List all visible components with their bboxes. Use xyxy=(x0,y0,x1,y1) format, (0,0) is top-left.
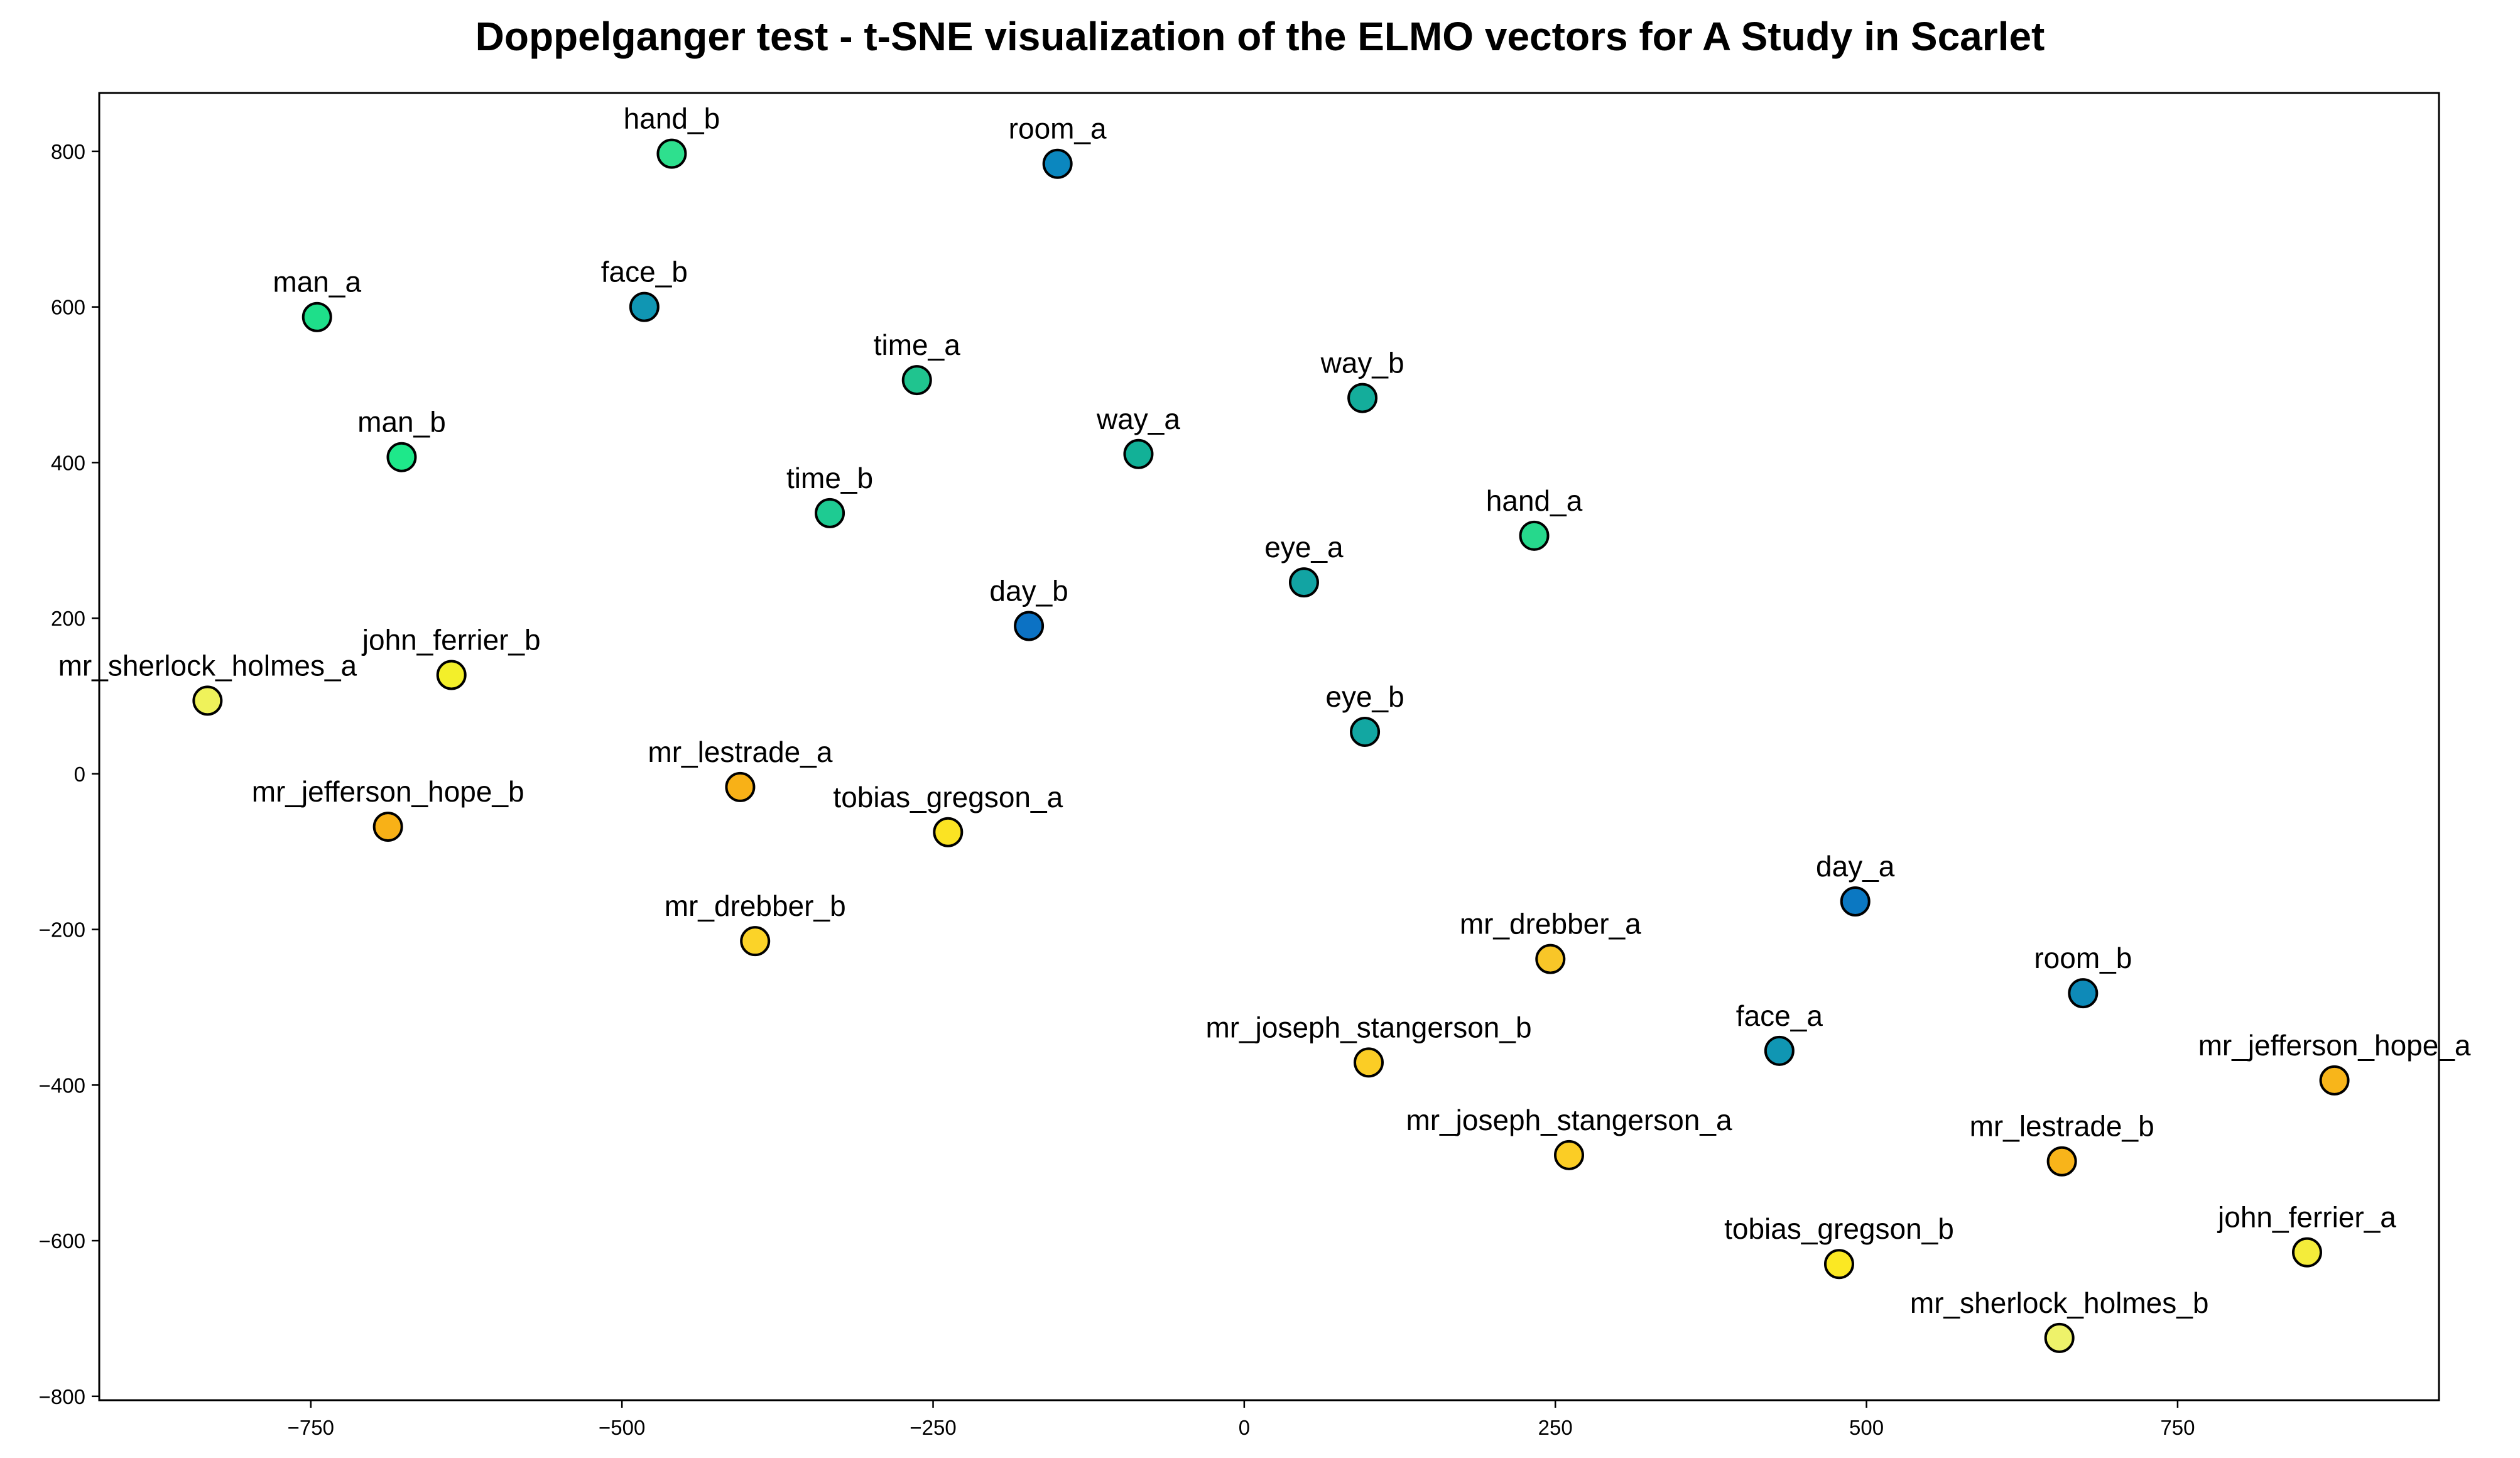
x-tick-label: −500 xyxy=(599,1416,645,1439)
point-label: man_a xyxy=(273,266,361,298)
plot-area xyxy=(98,92,2440,1401)
data-point xyxy=(2291,1237,2322,1268)
point-labels: hand_b room_a man_a face_b time_a way_b man_b w… xyxy=(58,102,2471,1319)
y-tick-label: 0 xyxy=(74,763,85,786)
point-label: mr_lestrade_a xyxy=(648,736,832,768)
data-point xyxy=(1823,1249,1854,1280)
point-label: eye_b xyxy=(1325,680,1404,713)
point-label: face_a xyxy=(1736,999,1823,1032)
x-tick-label: 250 xyxy=(1538,1416,1573,1439)
point-label: day_b xyxy=(989,575,1068,607)
point-label: time_a xyxy=(874,329,960,361)
data-point xyxy=(372,812,403,842)
point-label: face_b xyxy=(601,256,688,288)
point-label: mr_drebber_b xyxy=(665,889,846,922)
point-label: hand_a xyxy=(1486,484,1583,517)
point-label: mr_lestrade_b xyxy=(1970,1110,2154,1143)
data-point xyxy=(1042,148,1073,179)
data-point xyxy=(1354,1047,1384,1078)
data-point xyxy=(815,498,845,528)
data-point xyxy=(629,291,660,322)
point-label: eye_a xyxy=(1264,531,1344,563)
x-tick-label: 750 xyxy=(2160,1416,2195,1439)
y-tick-label: 200 xyxy=(51,607,85,630)
point-label: tobias_gregson_b xyxy=(1724,1212,1954,1245)
point-label: way_b xyxy=(1320,347,1404,379)
data-point xyxy=(1840,886,1871,917)
y-axis: −800 −600 −400 −200 0 200 400 600 800 xyxy=(39,140,99,1408)
data-point xyxy=(192,685,223,716)
point-label: mr_sherlock_holmes_b xyxy=(1910,1287,2209,1319)
point-label: way_a xyxy=(1096,403,1180,435)
data-point xyxy=(386,442,417,472)
data-point xyxy=(740,926,771,957)
point-label: time_b xyxy=(786,462,873,494)
y-tick-label: −800 xyxy=(39,1385,85,1408)
data-point xyxy=(1288,567,1319,598)
point-label: mr_jefferson_hope_a xyxy=(2198,1029,2471,1062)
point-label: mr_drebber_a xyxy=(1460,908,1641,940)
data-point xyxy=(656,138,687,169)
data-point xyxy=(2044,1322,2075,1353)
data-points xyxy=(192,138,2350,1353)
data-point xyxy=(2068,978,2099,1009)
data-point xyxy=(1347,383,1378,413)
point-label: mr_sherlock_holmes_a xyxy=(58,649,357,682)
y-tick-label: 600 xyxy=(51,296,85,319)
point-label: john_ferrier_b xyxy=(361,624,541,656)
data-point xyxy=(901,365,932,396)
x-axis: −750 −500 −250 0 250 500 750 xyxy=(288,1400,2195,1439)
data-point xyxy=(1554,1140,1585,1170)
y-tick-label: −400 xyxy=(39,1074,85,1097)
data-point xyxy=(301,302,332,332)
point-label: room_a xyxy=(1009,112,1107,145)
data-point xyxy=(2046,1146,2077,1177)
data-point xyxy=(1519,520,1550,551)
point-label: mr_jefferson_hope_b xyxy=(252,775,524,808)
point-label: hand_b xyxy=(624,102,720,135)
x-tick-label: −250 xyxy=(910,1416,956,1439)
plot-frame xyxy=(98,92,2440,1401)
data-point xyxy=(1123,438,1154,469)
point-label: day_a xyxy=(1816,850,1895,883)
point-label: mr_joseph_stangerson_b xyxy=(1205,1011,1531,1043)
point-label: man_b xyxy=(357,406,446,438)
y-tick-label: 800 xyxy=(51,140,85,163)
y-tick-label: −200 xyxy=(39,918,85,942)
x-tick-label: 0 xyxy=(1239,1416,1250,1439)
chart-title: Doppelganger test - t-SNE visualization … xyxy=(475,14,2045,59)
data-point xyxy=(933,817,964,847)
x-tick-label: −750 xyxy=(288,1416,334,1439)
data-point xyxy=(1764,1035,1795,1066)
point-label: tobias_gregson_a xyxy=(833,781,1063,813)
y-tick-label: −600 xyxy=(39,1229,85,1253)
point-label: mr_joseph_stangerson_a xyxy=(1406,1104,1732,1136)
point-label: john_ferrier_a xyxy=(2217,1201,2396,1234)
data-point xyxy=(725,771,756,802)
data-point xyxy=(1014,611,1045,641)
point-label: room_b xyxy=(2034,942,2132,974)
data-point xyxy=(1350,716,1381,747)
data-point xyxy=(436,660,467,690)
data-point xyxy=(1535,944,1566,974)
y-tick-label: 400 xyxy=(51,451,85,474)
x-tick-label: 500 xyxy=(1849,1416,1884,1439)
data-point xyxy=(2319,1065,2350,1096)
